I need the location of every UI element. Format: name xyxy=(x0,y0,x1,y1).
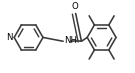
Text: NH: NH xyxy=(64,36,77,45)
Text: N: N xyxy=(6,33,13,42)
Text: O: O xyxy=(71,2,78,11)
